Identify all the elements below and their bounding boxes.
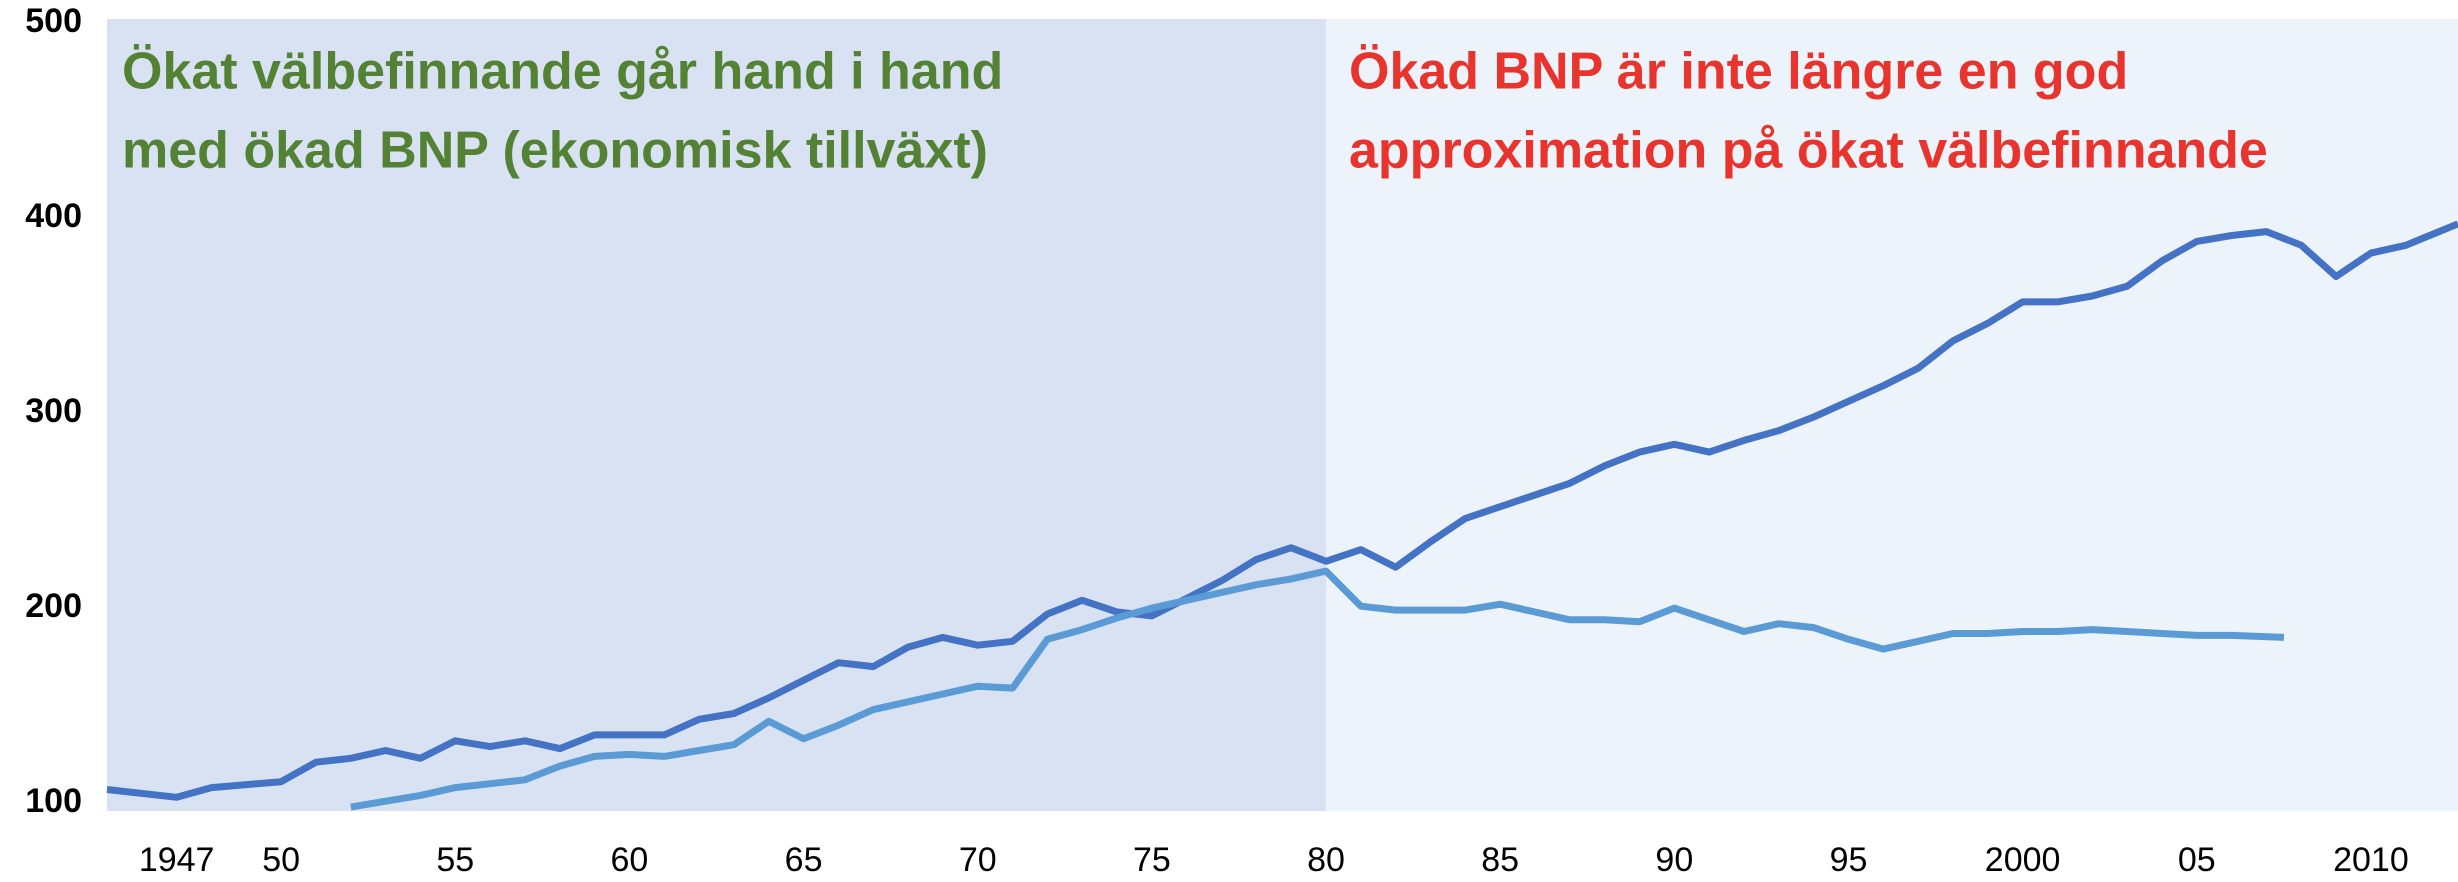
x-tick-label: 65: [785, 841, 823, 879]
region-after: [1326, 19, 2458, 811]
annotation: med ökad BNP (ekonomisk tillväxt): [122, 122, 988, 180]
x-tick-label: 1947: [139, 841, 215, 879]
region-before: [107, 19, 1327, 811]
series-line: [350, 567, 2285, 811]
y-tick-label: 500: [25, 2, 82, 40]
x-tick-label: 2010: [2333, 841, 2409, 879]
y-tick-label: 400: [25, 197, 82, 235]
annotation: approximation på ökat välbefinnande: [1349, 122, 2268, 180]
y-tick-label: 200: [25, 587, 82, 625]
x-tick-label: 55: [436, 841, 474, 879]
x-tick-label: 60: [611, 841, 649, 879]
x-tick-label: 90: [1655, 841, 1693, 879]
x-tick-label: 50: [262, 841, 300, 879]
y-tick-label: 300: [25, 392, 82, 430]
x-tick-label: 2000: [1985, 841, 2061, 879]
annotation: Ökad BNP är inte längre en god: [1349, 43, 2128, 101]
x-tick-label: 80: [1307, 841, 1345, 879]
x-tick-label: 85: [1481, 841, 1519, 879]
x-tick-label: 70: [959, 841, 997, 879]
y-tick-label: 100: [25, 782, 82, 820]
x-tick-label: 95: [1830, 841, 1868, 879]
annotation: Ökat välbefinnande går hand i hand: [122, 43, 1003, 101]
x-tick-label: 05: [2178, 841, 2216, 879]
x-tick-label: 75: [1133, 841, 1171, 879]
series-line: [106, 220, 2458, 801]
